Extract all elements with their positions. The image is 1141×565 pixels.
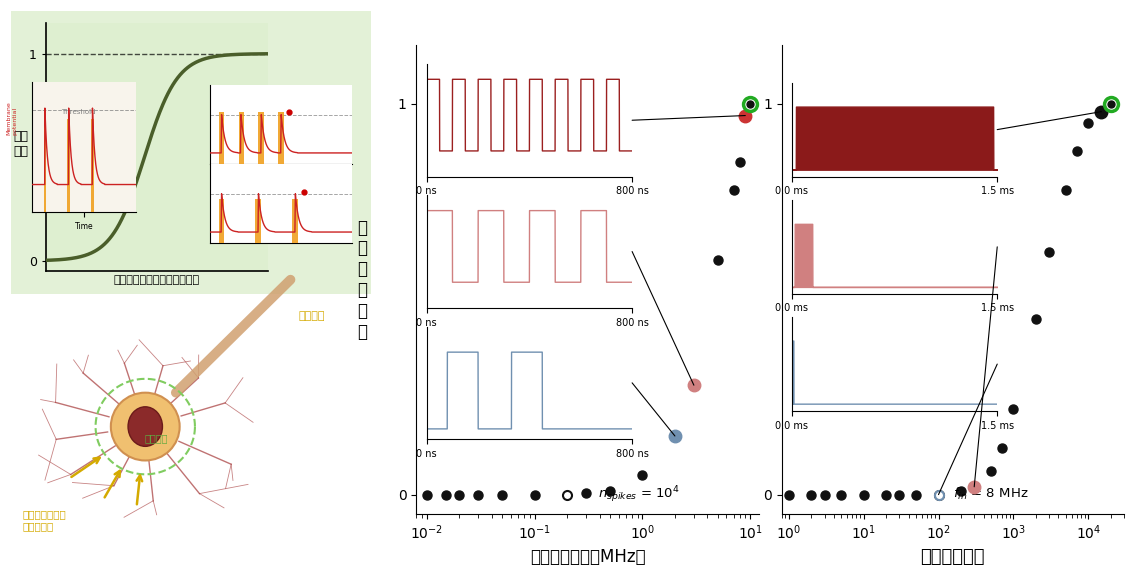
Ellipse shape bbox=[128, 407, 162, 446]
Y-axis label: 磁
化
反
转
概
率: 磁 化 反 转 概 率 bbox=[357, 219, 366, 341]
Bar bbox=[11, 11, 371, 294]
Text: $f_{in}$ = 8 MHz: $f_{in}$ = 8 MHz bbox=[953, 486, 1028, 502]
X-axis label: 输入信号频率（MHz）: 输入信号频率（MHz） bbox=[529, 548, 646, 565]
Ellipse shape bbox=[111, 393, 179, 460]
Text: 他のニューロン
からの入力: 他のニューロン からの入力 bbox=[23, 510, 66, 531]
Text: $n_{spikes}$ = 10$^4$: $n_{spikes}$ = 10$^4$ bbox=[598, 484, 680, 505]
X-axis label: 输入信号数量: 输入信号数量 bbox=[921, 548, 985, 565]
Text: ニューロ: ニューロ bbox=[145, 433, 169, 443]
Text: 放电脉冲: 放电脉冲 bbox=[298, 311, 325, 321]
Text: 放电
概率: 放电 概率 bbox=[14, 130, 29, 158]
